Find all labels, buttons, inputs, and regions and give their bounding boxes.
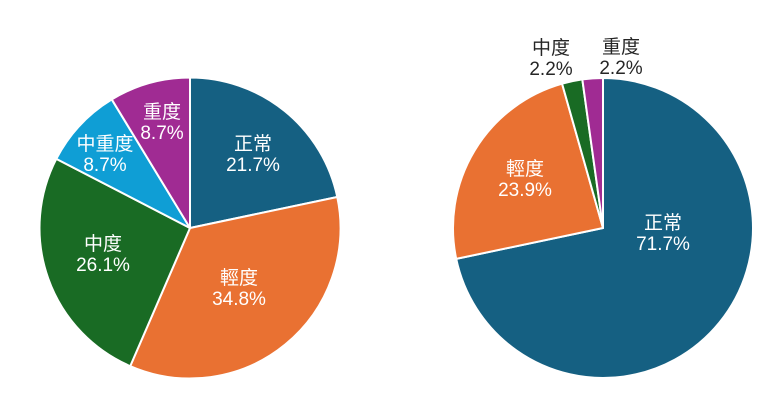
pie-slice-label-moderate: 中度 26.1% bbox=[76, 233, 130, 276]
pie-slice-label-severe: 重度 2.2% bbox=[599, 36, 642, 79]
pie-chart-right-panel: 正常 71.7% 輕度 23.9% 中度 2.2% 重度 2.2% bbox=[385, 0, 771, 405]
pie-slice-mild bbox=[129, 196, 342, 380]
pie-slice-severe bbox=[110, 76, 191, 229]
pie-chart-right: 正常 71.7% 輕度 23.9% 中度 2.2% 重度 2.2% bbox=[452, 36, 754, 379]
pie-slice-normal bbox=[455, 77, 754, 379]
pie-slice-label-mild: 輕度 23.9% bbox=[498, 158, 552, 201]
pie-slice-mild bbox=[452, 82, 604, 260]
pie-slice-label-moderate: 中度 2.2% bbox=[529, 37, 572, 80]
pie-chart-left-panel: 正常 21.7% 輕度 34.8% 中度 26.1% 中重度 8.7% 重度 8.7% bbox=[0, 0, 385, 405]
pie-slice-moderate bbox=[38, 157, 191, 368]
pie-slice-normal bbox=[189, 76, 339, 229]
pie-chart-left: 正常 21.7% 輕度 34.8% 中度 26.1% 中重度 8.7%重度 8.7% bbox=[38, 76, 342, 380]
pie-slice-label-moderate-severe: 中重度 8.7% bbox=[76, 133, 133, 176]
pie-slice-label-normal: 正常 71.7% bbox=[636, 212, 690, 255]
pie-slice-label-normal: 正常 21.7% bbox=[226, 133, 280, 176]
pie-slice-severe bbox=[581, 77, 604, 229]
pie-slice-label-mild: 輕度 34.8% bbox=[212, 267, 266, 310]
pie-slice-label-severe: 重度 8.7% bbox=[140, 101, 183, 144]
pie-slice-moderate-severe bbox=[55, 98, 191, 229]
